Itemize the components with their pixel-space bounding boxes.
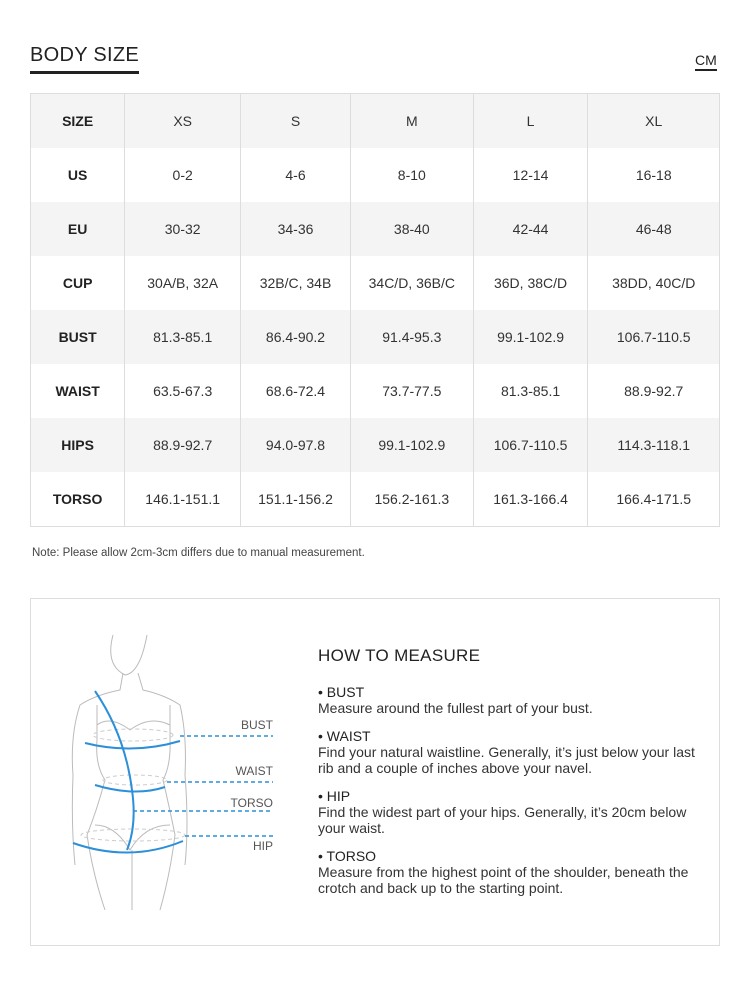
row-label: CUP bbox=[29, 256, 125, 310]
table-row: HIPS 88.9-92.7 94.0-97.8 99.1-102.9 106.7-11… bbox=[29, 418, 720, 472]
torso-label: TORSO bbox=[231, 796, 273, 810]
how-title: HOW TO MEASURE bbox=[318, 646, 481, 665]
table-cell: 4-6 bbox=[240, 148, 351, 202]
table-cell: 114.3-118.1 bbox=[587, 418, 720, 472]
column-header: SIZE bbox=[29, 93, 125, 148]
instruction-hip: • HIP Find the widest part of your hips. … bbox=[318, 788, 708, 836]
table-cell: 151.1-156.2 bbox=[240, 472, 351, 527]
measurement-note: Note: Please allow 2cm-3cm differs due t… bbox=[32, 547, 365, 559]
column-header: XS bbox=[124, 93, 241, 148]
table-cell: 34-36 bbox=[240, 202, 351, 256]
table-cell: 36D, 38C/D bbox=[472, 256, 588, 310]
table-cell: 106.7-110.5 bbox=[587, 310, 720, 364]
table-row: US 0-2 4-6 8-10 12-14 16-18 bbox=[29, 148, 720, 202]
table-cell: 99.1-102.9 bbox=[349, 418, 474, 472]
row-label: HIPS bbox=[29, 418, 125, 472]
instruction-torso: • TORSO Measure from the highest point of… bbox=[318, 848, 708, 896]
instruction-text: Measure around the fullest part of your … bbox=[318, 700, 593, 716]
table-cell: 81.3-85.1 bbox=[472, 364, 588, 418]
table-cell: 46-48 bbox=[587, 202, 720, 256]
table-cell: 34C/D, 36B/C bbox=[349, 256, 474, 310]
column-header: L bbox=[472, 93, 588, 148]
row-label: WAIST bbox=[29, 364, 125, 418]
instruction-name: • HIP bbox=[318, 788, 351, 804]
unit-toggle-cm[interactable]: CM bbox=[695, 52, 717, 71]
table-cell: 156.2-161.3 bbox=[349, 472, 474, 527]
table-row: EU 30-32 34-36 38-40 42-44 46-48 bbox=[29, 202, 720, 256]
row-label: US bbox=[29, 148, 125, 202]
table-cell: 88.9-92.7 bbox=[587, 364, 720, 418]
table-cell: 161.3-166.4 bbox=[472, 472, 588, 527]
body-measure-illustration: BUST WAIST TORSO HIP bbox=[71, 634, 274, 911]
table-cell: 16-18 bbox=[587, 148, 720, 202]
table-cell: 91.4-95.3 bbox=[349, 310, 474, 364]
table-row: TORSO 146.1-151.1 151.1-156.2 156.2-161.3 16… bbox=[29, 472, 720, 527]
table-cell: 86.4-90.2 bbox=[240, 310, 351, 364]
table-cell: 38-40 bbox=[349, 202, 474, 256]
table-cell: 81.3-85.1 bbox=[124, 310, 241, 364]
table-cell: 106.7-110.5 bbox=[472, 418, 588, 472]
bust-label: BUST bbox=[241, 718, 274, 732]
instruction-name: • TORSO bbox=[318, 848, 377, 864]
table-cell: 94.0-97.8 bbox=[240, 418, 351, 472]
table-row: WAIST 63.5-67.3 68.6-72.4 73.7-77.5 81.3-85.… bbox=[29, 364, 720, 418]
table-cell: 8-10 bbox=[349, 148, 474, 202]
table-cell: 99.1-102.9 bbox=[472, 310, 588, 364]
table-row: CUP 30A/B, 32A 32B/C, 34B 34C/D, 36B/C 36D, … bbox=[29, 256, 720, 310]
waist-label: WAIST bbox=[235, 764, 273, 778]
instruction-text: Measure from the highest point of the sh… bbox=[318, 864, 689, 896]
page-title: BODY SIZE bbox=[30, 44, 140, 74]
how-to-measure-panel bbox=[30, 598, 720, 946]
table-cell: 32B/C, 34B bbox=[240, 256, 351, 310]
instruction-text: Find the widest part of your hips. Gener… bbox=[318, 804, 687, 836]
column-header: M bbox=[349, 93, 474, 148]
table-cell: 68.6-72.4 bbox=[240, 364, 351, 418]
table-cell: 30-32 bbox=[124, 202, 241, 256]
row-label: TORSO bbox=[29, 472, 125, 527]
table-row: BUST 81.3-85.1 86.4-90.2 91.4-95.3 99.1-102.… bbox=[29, 310, 720, 364]
instruction-waist: • WAIST Find your natural waistline. Gene… bbox=[318, 728, 708, 776]
hip-label: HIP bbox=[253, 839, 273, 853]
how-to-measure: HOW TO MEASURE • BUST Measure around the … bbox=[318, 646, 708, 908]
table-cell: 42-44 bbox=[472, 202, 588, 256]
table-cell: 146.1-151.1 bbox=[124, 472, 241, 527]
instruction-name: • WAIST bbox=[318, 728, 371, 744]
size-table: SIZE XS S M L XL US 0-2 4-6 8-10 12-14 16-18 EU 30-32… bbox=[29, 93, 720, 527]
instruction-text: Find your natural waistline. Generally, … bbox=[318, 744, 695, 776]
column-header: XL bbox=[587, 93, 720, 148]
table-cell: 73.7-77.5 bbox=[349, 364, 474, 418]
table-cell: 0-2 bbox=[124, 148, 241, 202]
row-label: EU bbox=[29, 202, 125, 256]
table-cell: 166.4-171.5 bbox=[587, 472, 720, 527]
instruction-bust: • BUST Measure around the fullest part of… bbox=[318, 684, 708, 716]
table-header-row: SIZE XS S M L XL bbox=[29, 93, 720, 148]
instruction-name: • BUST bbox=[318, 684, 365, 700]
table-cell: 88.9-92.7 bbox=[124, 418, 241, 472]
table-cell: 30A/B, 32A bbox=[124, 256, 241, 310]
table-cell: 38DD, 40C/D bbox=[587, 256, 720, 310]
table-cell: 12-14 bbox=[472, 148, 588, 202]
column-header: S bbox=[240, 93, 351, 148]
row-label: BUST bbox=[29, 310, 125, 364]
table-cell: 63.5-67.3 bbox=[124, 364, 241, 418]
